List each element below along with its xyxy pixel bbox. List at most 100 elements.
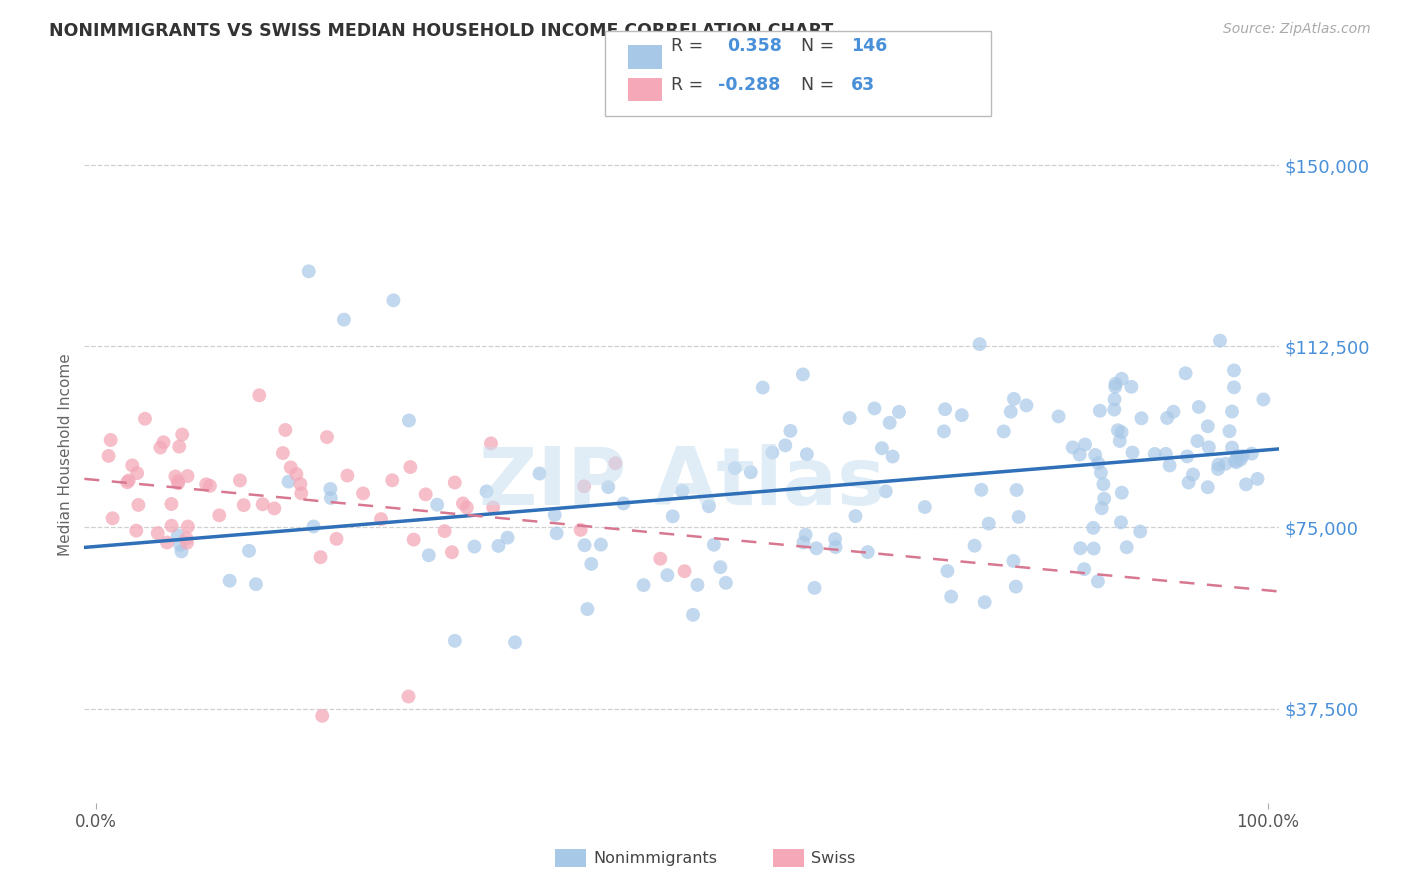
Point <box>657 568 679 582</box>
Point <box>714 575 737 590</box>
Point <box>724 461 747 475</box>
Point <box>496 531 519 545</box>
Point <box>824 532 846 546</box>
Point <box>993 425 1015 439</box>
Point <box>1074 437 1097 451</box>
Point <box>229 474 252 488</box>
Point <box>274 423 297 437</box>
Point <box>177 519 200 533</box>
Point <box>1104 380 1126 394</box>
Point <box>569 523 592 537</box>
Point <box>1154 447 1177 461</box>
Point <box>752 380 775 394</box>
Point <box>576 602 599 616</box>
Point <box>101 511 124 525</box>
Point <box>463 540 485 554</box>
Point <box>415 487 437 501</box>
Point <box>1073 562 1095 576</box>
Point <box>1253 392 1275 407</box>
Point <box>544 508 567 522</box>
Text: 0.358: 0.358 <box>727 37 782 55</box>
Point <box>1220 441 1243 455</box>
Text: 63: 63 <box>851 76 875 94</box>
Point <box>1218 424 1240 438</box>
Point <box>1226 449 1249 463</box>
Point <box>1111 485 1133 500</box>
Point <box>252 497 274 511</box>
Point <box>1083 541 1105 556</box>
Point <box>381 473 404 487</box>
Point <box>612 496 634 510</box>
Point <box>824 540 846 554</box>
Point <box>1197 419 1219 434</box>
Point <box>863 401 886 416</box>
Point <box>1223 363 1246 377</box>
Point <box>775 438 797 452</box>
Point <box>232 498 254 512</box>
Point <box>1008 510 1031 524</box>
Point <box>100 433 122 447</box>
Point <box>650 551 672 566</box>
Point <box>208 508 231 523</box>
Point <box>176 536 198 550</box>
Point <box>167 475 190 489</box>
Point <box>977 516 1000 531</box>
Point <box>1246 472 1268 486</box>
Point <box>1143 447 1166 461</box>
Point <box>1005 580 1028 594</box>
Text: R =: R = <box>671 37 703 55</box>
Point <box>838 411 860 425</box>
Point <box>198 479 221 493</box>
Point <box>1159 458 1181 473</box>
Point <box>195 477 218 491</box>
Point <box>443 475 465 490</box>
Point <box>973 595 995 609</box>
Point <box>167 440 190 454</box>
Point <box>671 484 693 499</box>
Point <box>779 424 801 438</box>
Point <box>1156 411 1178 425</box>
Point <box>856 545 879 559</box>
Point <box>1229 452 1251 467</box>
Point <box>598 480 620 494</box>
Point <box>398 690 420 704</box>
Point <box>1232 449 1254 463</box>
Point <box>285 467 308 481</box>
Point <box>176 469 198 483</box>
Point <box>309 550 332 565</box>
Text: N =: N = <box>801 37 835 55</box>
Point <box>486 539 509 553</box>
Point <box>418 548 440 562</box>
Text: R =: R = <box>671 76 703 94</box>
Point <box>1121 445 1143 459</box>
Point <box>1087 574 1109 589</box>
Point <box>1047 409 1070 424</box>
Point <box>165 469 187 483</box>
Point <box>1069 448 1091 462</box>
Text: -0.288: -0.288 <box>718 76 780 94</box>
Point <box>969 337 991 351</box>
Point <box>1104 376 1126 391</box>
Point <box>709 560 731 574</box>
Point <box>875 484 897 499</box>
Point <box>1197 480 1219 494</box>
Point <box>352 486 374 500</box>
Point <box>932 425 955 439</box>
Text: NONIMMIGRANTS VS SWISS MEDIAN HOUSEHOLD INCOME CORRELATION CHART: NONIMMIGRANTS VS SWISS MEDIAN HOUSEHOLD … <box>49 22 834 40</box>
Point <box>1104 392 1126 407</box>
Point <box>1240 447 1263 461</box>
Point <box>529 467 551 481</box>
Point <box>319 482 342 496</box>
Point <box>950 408 973 422</box>
Point <box>844 509 866 524</box>
Point <box>1234 477 1257 491</box>
Point <box>503 635 526 649</box>
Point <box>319 491 342 505</box>
Point <box>605 456 627 470</box>
Point <box>792 535 814 549</box>
Point <box>1163 405 1185 419</box>
Point <box>1087 456 1109 470</box>
Point <box>794 527 817 541</box>
Point <box>1000 405 1022 419</box>
Point <box>887 405 910 419</box>
